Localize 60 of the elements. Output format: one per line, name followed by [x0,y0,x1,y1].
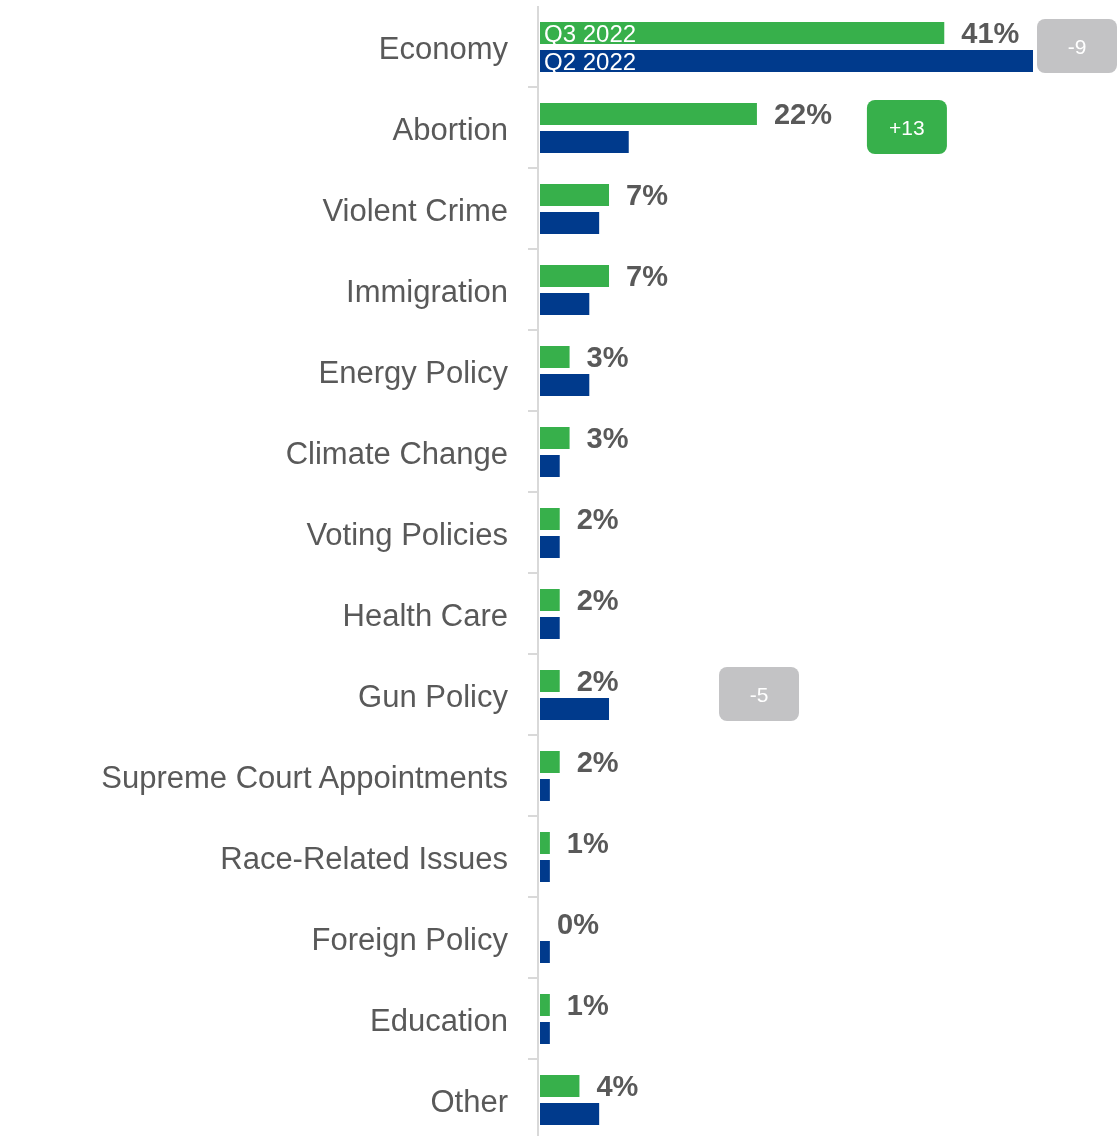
y-tick-label: Foreign Policy [311,921,509,957]
y-tick-label: Economy [378,30,509,66]
bar [540,751,560,773]
annotation: -5 [749,682,769,706]
bar [540,131,629,153]
bar [540,536,560,558]
bar [540,670,560,692]
y-tick-label: Voting Policies [306,516,508,552]
y-tick-label: Abortion [392,111,508,147]
data-label: 4% [596,1070,639,1102]
y-tick-label: Health Care [342,597,508,633]
y-tick-label: Other [430,1083,508,1119]
y-tick-label: Violent Crime [322,192,508,228]
bar [540,779,550,801]
annotation: +13 [889,115,925,139]
data-label: 1% [566,989,609,1021]
data-label: 2% [576,665,619,697]
bar [540,941,550,963]
bar [540,698,610,720]
data-label: 2% [576,746,619,778]
data-label: 2% [576,584,619,616]
bar [540,265,610,287]
data-label: 3% [586,341,629,373]
bar [540,589,560,611]
data-label: 7% [626,260,669,292]
bar [540,212,600,234]
bar [540,508,560,530]
bar [540,1075,580,1097]
bar [540,103,757,125]
change-badge: -5 [719,667,799,721]
bar [540,1022,550,1044]
bar [540,1103,600,1125]
bar [540,427,570,449]
bar [540,832,550,854]
data-label: 3% [586,422,629,454]
data-label: 41% [961,17,1020,49]
y-tick-label: Immigration [346,273,508,309]
y-tick-label: Gun Policy [358,678,509,714]
data-label: 7% [626,179,669,211]
bar [540,994,550,1016]
change-badge: -9 [1037,19,1117,73]
data-label: 22% [773,98,833,130]
bar [540,50,1033,72]
bar [540,293,590,315]
bar [540,22,945,44]
bar [540,860,550,882]
y-tick-label: Race-Related Issues [220,840,508,876]
y-tick-label: Climate Change [285,435,508,471]
y-tick-label: Energy Policy [318,354,509,390]
y-tick-label: Education [370,1002,508,1038]
bar [540,184,610,206]
y-tick-label: Supreme Court Appointments [101,759,508,795]
bar [540,617,560,639]
data-label: 1% [566,827,609,859]
bar [540,455,560,477]
change-badge: +13 [866,100,947,154]
bar [540,346,570,368]
data-label: 2% [576,503,619,535]
bar [540,374,590,396]
data-label: 0% [557,908,600,940]
